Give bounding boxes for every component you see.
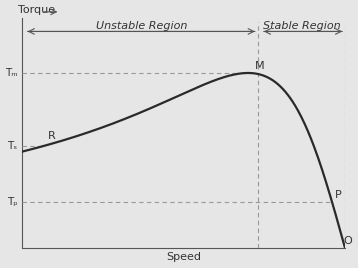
Text: O: O [343, 236, 352, 246]
Text: R: R [47, 131, 55, 141]
Text: Tₘ: Tₘ [5, 68, 18, 78]
Text: M: M [255, 61, 264, 71]
Text: Unstable Region: Unstable Region [96, 21, 187, 31]
Text: Tₛ: Tₛ [8, 141, 18, 151]
Text: Torque: Torque [18, 5, 55, 15]
X-axis label: Speed: Speed [166, 252, 201, 262]
Text: P: P [335, 190, 342, 200]
Text: Tₚ: Tₚ [7, 197, 18, 207]
Text: Stable Region: Stable Region [262, 21, 340, 31]
